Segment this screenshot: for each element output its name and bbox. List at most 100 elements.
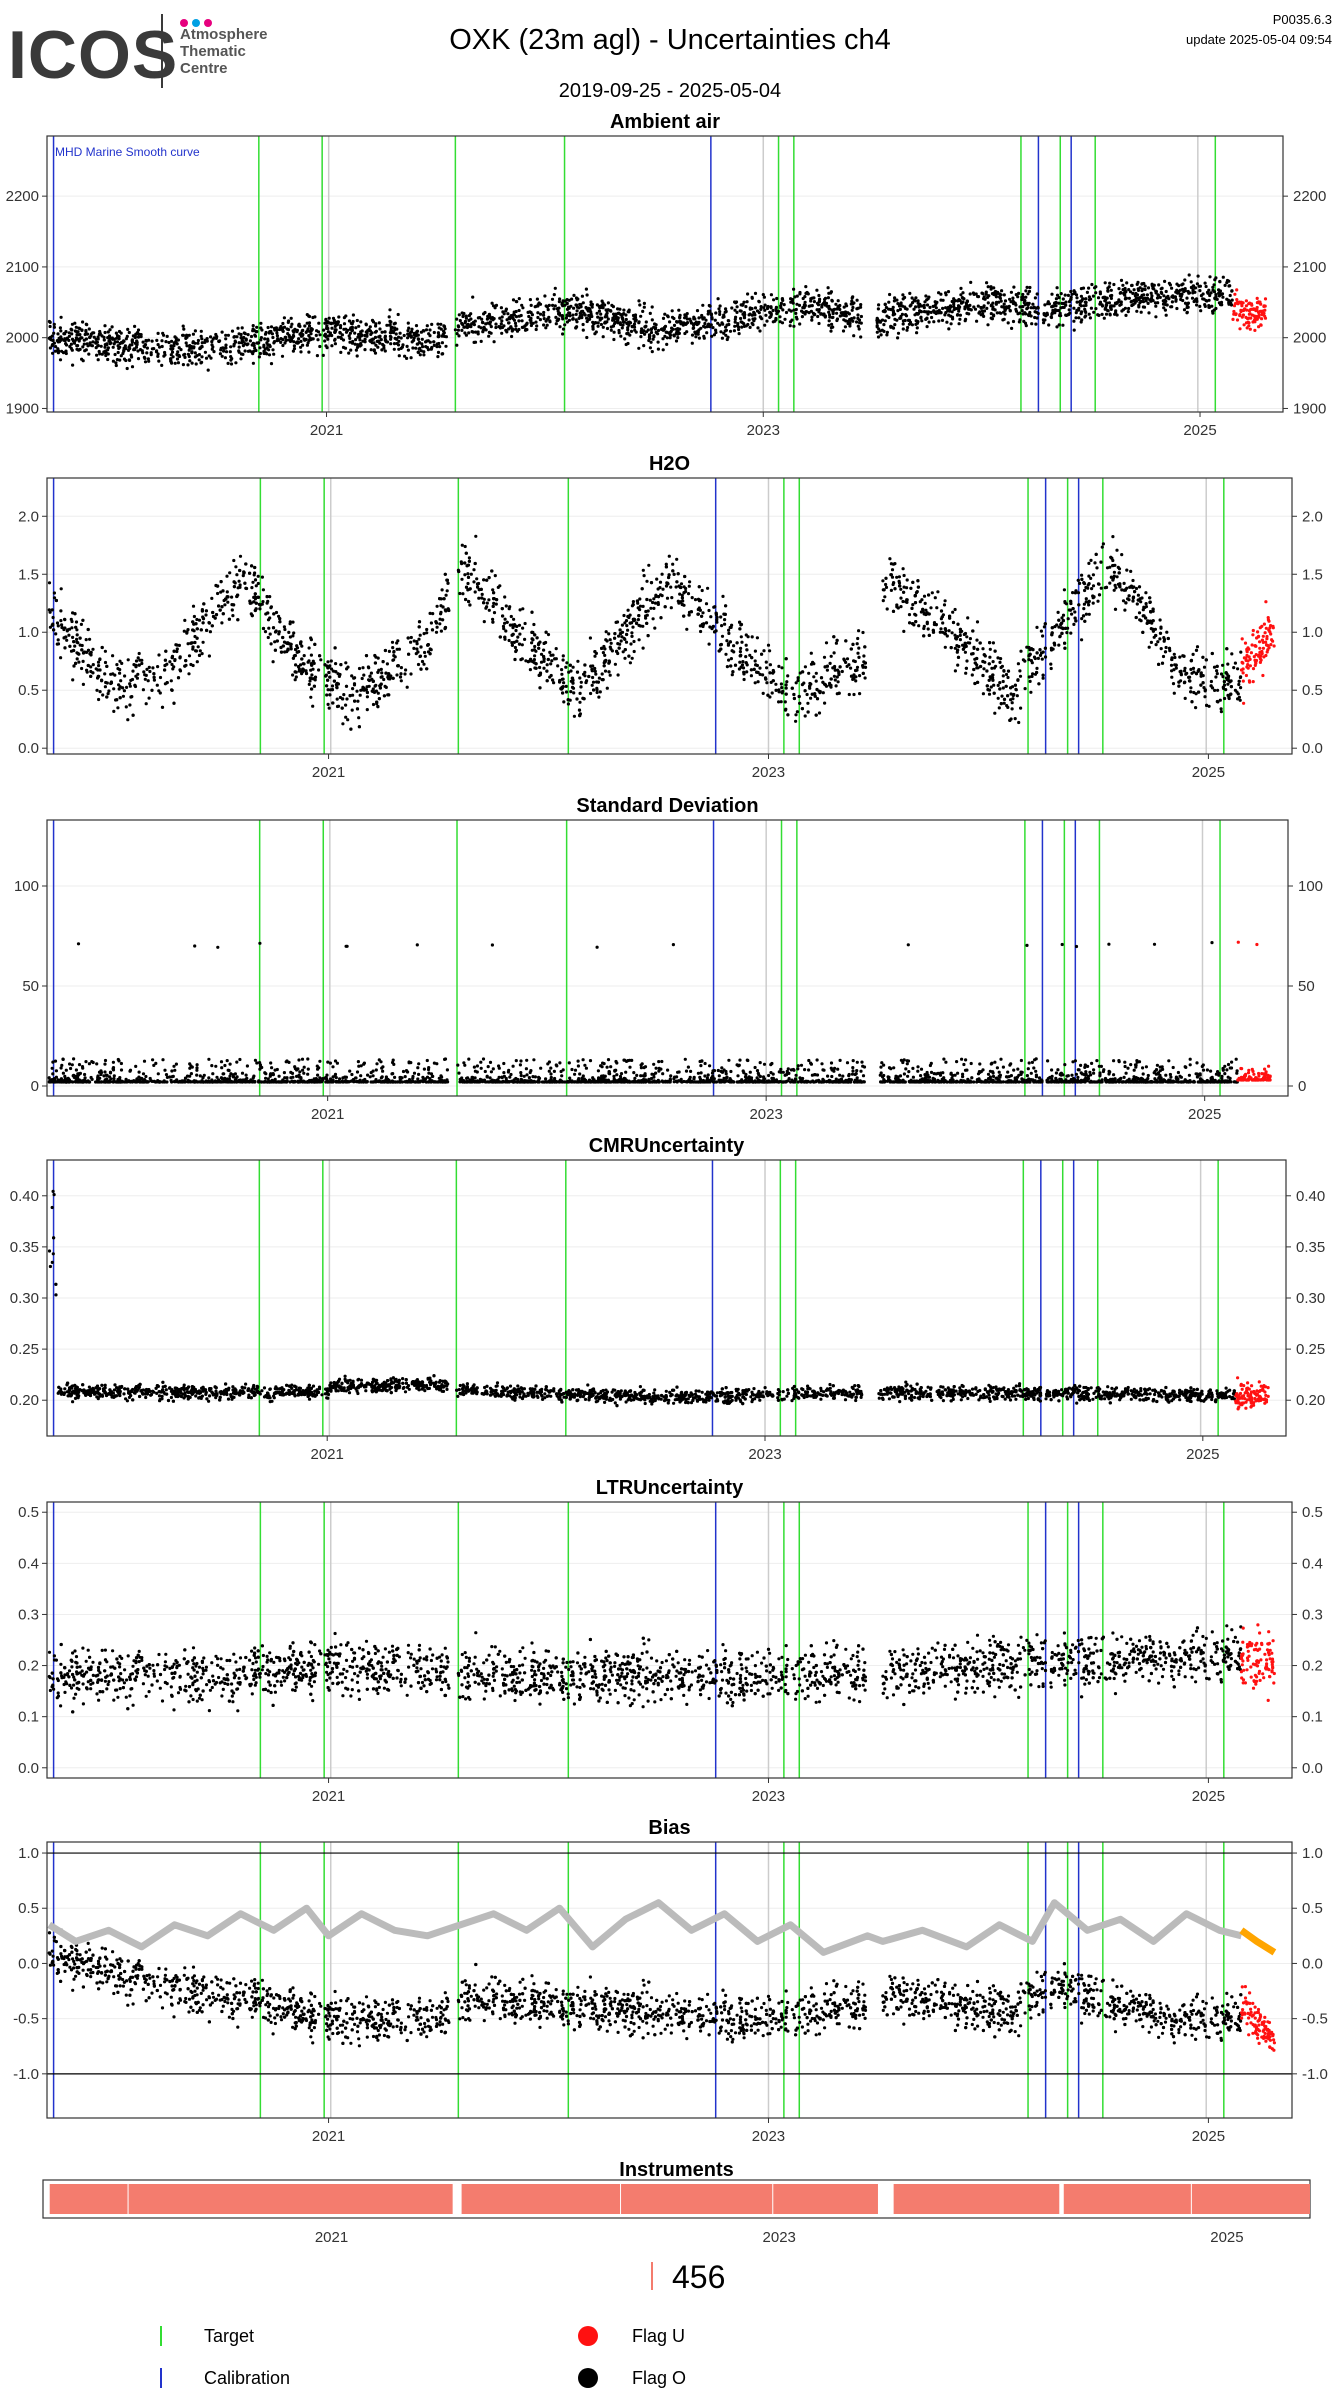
data-point — [565, 661, 569, 665]
data-point — [302, 654, 306, 658]
series-flag-u — [1231, 288, 1268, 332]
data-point — [1098, 290, 1102, 294]
data-point — [117, 335, 121, 339]
data-point — [780, 686, 784, 690]
data-point — [812, 300, 817, 304]
data-point — [136, 349, 140, 353]
data-point — [351, 687, 355, 691]
data-point — [1237, 300, 1241, 304]
data-point — [270, 332, 274, 336]
data-point — [377, 321, 381, 325]
data-point — [897, 579, 901, 584]
data-point — [117, 346, 121, 350]
data-point — [432, 343, 436, 347]
data-point — [1111, 563, 1115, 568]
data-point — [164, 340, 168, 344]
data-point — [593, 654, 597, 658]
data-point — [963, 650, 968, 654]
data-point — [425, 631, 429, 635]
data-point — [884, 305, 889, 310]
data-point — [810, 296, 815, 300]
data-point — [365, 334, 369, 338]
data-point — [637, 346, 641, 350]
data-point — [67, 331, 71, 335]
data-point — [807, 311, 811, 315]
data-point — [1002, 669, 1006, 673]
data-point — [385, 323, 389, 327]
data-point — [324, 344, 328, 348]
data-point — [581, 328, 585, 332]
panel-frame — [46, 135, 1284, 413]
data-point — [656, 347, 661, 351]
data-point — [909, 303, 913, 307]
data-point — [160, 339, 164, 343]
data-point — [397, 335, 401, 339]
data-point — [520, 319, 524, 323]
data-point — [142, 670, 146, 674]
data-point — [1147, 645, 1151, 649]
data-point — [728, 329, 733, 333]
data-point — [387, 649, 391, 654]
data-point — [783, 700, 787, 704]
data-point — [748, 306, 752, 310]
data-point — [761, 673, 765, 677]
data-point — [1123, 306, 1127, 310]
data-point — [439, 629, 443, 633]
data-point — [341, 722, 345, 726]
data-point — [965, 311, 969, 315]
y-tick-label: 2100 — [6, 259, 39, 276]
data-point — [712, 333, 717, 337]
data-point — [389, 326, 394, 330]
data-point — [601, 335, 605, 339]
data-point — [556, 309, 560, 313]
data-point — [982, 309, 987, 313]
data-point — [647, 333, 652, 337]
data-point — [243, 349, 247, 353]
data-point — [542, 323, 546, 327]
data-point — [506, 312, 510, 316]
data-point — [272, 341, 276, 345]
data-point — [915, 321, 920, 325]
data-point — [1011, 300, 1016, 304]
data-point — [344, 715, 348, 719]
data-point — [968, 641, 972, 645]
data-point — [601, 325, 605, 329]
data-point — [504, 629, 508, 633]
data-point — [784, 707, 788, 711]
data-point — [542, 310, 546, 315]
data-point — [139, 335, 143, 339]
data-point — [226, 361, 230, 365]
data-point — [1121, 283, 1125, 287]
data-point — [1026, 303, 1030, 307]
data-point — [1117, 571, 1121, 575]
data-point — [847, 312, 852, 316]
data-point — [1096, 582, 1101, 586]
data-point — [307, 314, 312, 319]
data-point — [638, 303, 642, 307]
data-point — [418, 633, 422, 637]
data-point — [842, 658, 847, 662]
data-point — [77, 348, 81, 352]
data-point — [1108, 581, 1112, 585]
data-point — [851, 305, 855, 310]
data-point — [725, 665, 730, 669]
data-point — [538, 302, 543, 306]
data-point — [774, 682, 778, 686]
y-tick-label: 2000 — [1293, 330, 1326, 347]
data-point — [199, 334, 203, 338]
data-point — [333, 330, 337, 334]
data-point — [851, 677, 855, 682]
data-point — [491, 617, 495, 621]
data-point — [739, 309, 743, 313]
data-point — [944, 306, 948, 310]
data-point — [1009, 698, 1013, 702]
data-point — [563, 303, 567, 307]
data-point — [201, 640, 205, 644]
data-point — [470, 330, 474, 334]
data-point — [913, 299, 917, 303]
data-point — [84, 322, 88, 326]
data-point — [648, 598, 652, 602]
data-point — [876, 307, 881, 311]
data-point — [309, 695, 313, 699]
data-point — [123, 344, 127, 348]
